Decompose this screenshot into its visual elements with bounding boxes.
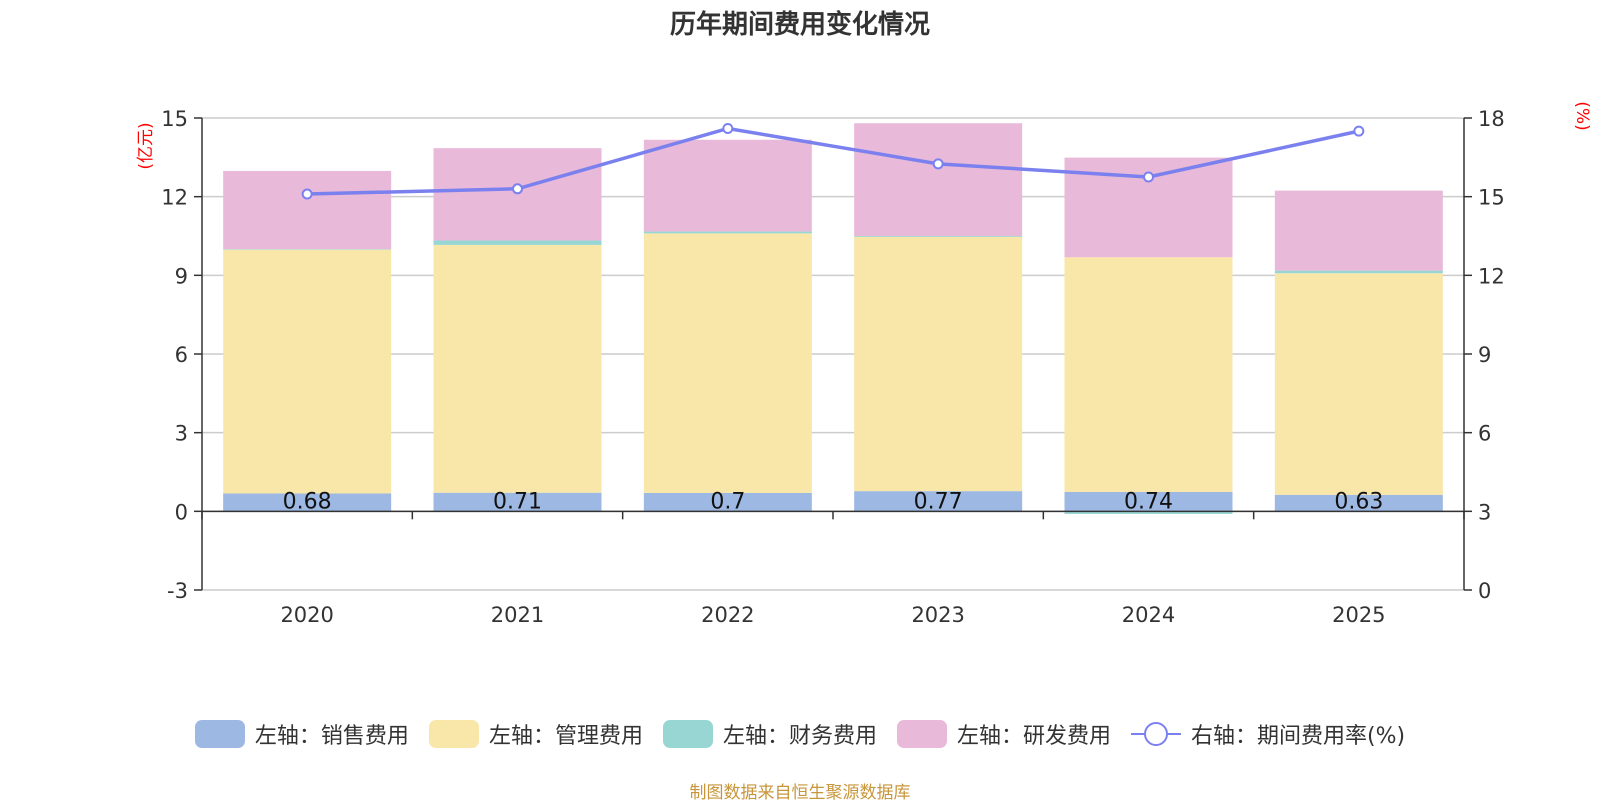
- bar-管理费用-2022: [643, 233, 812, 493]
- rate-point-2022: [722, 122, 734, 134]
- rate-point-2024: [1143, 171, 1154, 183]
- right-tick-label: 6: [1478, 422, 1491, 446]
- bar-销售费用-2021: [433, 492, 602, 512]
- legend-swatch-admin: [428, 720, 479, 748]
- axes: -3 0 3 6 9 12 15 0 3 6 9 12 15 18 2020 2021 2022 2023 2024…: [161, 107, 1504, 627]
- legend-item-finance[interactable]: 左轴：财务费用: [662, 718, 877, 750]
- bar-财务费用-2024: [1064, 511, 1233, 514]
- bar-销售费用-2025: [1274, 494, 1443, 512]
- bar-管理费用-2020: [223, 249, 392, 494]
- bar-销售费用-2020: [223, 493, 392, 512]
- legend-label-rate: 右轴：期间费用率(%): [1190, 724, 1406, 749]
- rate-line: [307, 126, 1360, 196]
- bar-管理费用-2021: [433, 244, 602, 493]
- data-label-sales: 0.63: [1334, 489, 1383, 514]
- left-tick-label: 15: [161, 107, 188, 131]
- left-tick-label: -3: [167, 579, 188, 603]
- chart-area: -3 0 3 6 9 12 15 0 3 6 9 12 15 18 2020 2021 2022 2023 2024…: [136, 101, 1592, 627]
- data-labels: 0.68 0.71 0.7 0.77 0.74 0.63: [283, 489, 1384, 514]
- left-axis-unit: (亿元): [136, 122, 156, 169]
- right-tick-label: 0: [1478, 579, 1491, 603]
- right-tick-label: 15: [1478, 186, 1505, 210]
- bar-财务费用-2020: [223, 249, 392, 250]
- bar-财务费用-2021: [433, 240, 602, 245]
- x-tick-label: 2020: [280, 603, 333, 627]
- left-tick-label: 0: [175, 500, 188, 524]
- legend-label-sales: 左轴：销售费用: [254, 724, 409, 749]
- data-label-sales: 0.71: [493, 489, 542, 514]
- legend-line-marker-icon: [1130, 720, 1181, 748]
- legend-item-rate[interactable]: 右轴：期间费用率(%): [1130, 718, 1406, 750]
- left-tick-label: 9: [175, 264, 188, 288]
- bar-series: [223, 123, 1443, 514]
- x-tick-label: 2025: [1332, 603, 1385, 627]
- legend-item-sales[interactable]: 左轴：销售费用: [194, 718, 409, 750]
- bar-财务费用-2022: [643, 231, 812, 234]
- bar-研发费用-2022: [643, 139, 812, 232]
- bar-管理费用-2025: [1274, 273, 1443, 495]
- source-note: 制图数据来自恒生聚源数据库: [689, 783, 911, 803]
- bar-研发费用-2025: [1274, 190, 1443, 271]
- legend-item-rnd[interactable]: 左轴：研发费用: [896, 718, 1111, 750]
- left-tick-label: 3: [175, 422, 188, 446]
- right-tick-label: 9: [1478, 343, 1491, 367]
- legend-label-admin: 左轴：管理费用: [488, 724, 643, 749]
- rate-line-series: [301, 122, 1365, 200]
- bar-研发费用-2020: [223, 170, 392, 250]
- x-tick-label: 2024: [1122, 603, 1175, 627]
- legend-swatch-sales: [194, 720, 245, 748]
- rate-point-2020: [301, 188, 313, 200]
- legend-swatch-rnd: [896, 720, 947, 748]
- rate-point-2021: [512, 183, 523, 195]
- legend-label-finance: 左轴：财务费用: [722, 724, 877, 749]
- legend: 左轴：销售费用 左轴：管理费用 左轴：财务费用 左轴：研发费用 右轴：期间费用率…: [0, 718, 1600, 750]
- rate-point-2025: [1353, 125, 1365, 137]
- right-tick-label: 18: [1478, 107, 1505, 131]
- bar-销售费用-2022: [643, 492, 812, 512]
- left-tick-label: 12: [161, 186, 188, 210]
- left-tick-label: 6: [175, 343, 188, 367]
- bar-财务费用-2023: [854, 236, 1023, 237]
- legend-swatch-finance: [662, 720, 713, 748]
- data-label-sales: 0.68: [283, 489, 332, 514]
- legend-label-rnd: 左轴：研发费用: [956, 724, 1111, 749]
- right-tick-label: 12: [1478, 264, 1505, 288]
- data-label-sales: 0.7: [710, 489, 745, 514]
- rate-point-2023: [932, 158, 944, 170]
- bar-管理费用-2024: [1064, 257, 1233, 492]
- bar-研发费用-2021: [433, 148, 602, 241]
- chart-title: 历年期间费用变化情况: [669, 10, 930, 40]
- x-tick-label: 2021: [491, 603, 544, 627]
- bar-管理费用-2023: [854, 236, 1023, 492]
- right-axis-unit: (%): [1572, 101, 1592, 130]
- x-tick-label: 2022: [701, 603, 754, 627]
- right-tick-label: 3: [1478, 500, 1491, 524]
- bar-销售费用-2024: [1064, 491, 1233, 512]
- data-label-sales: 0.74: [1124, 489, 1173, 514]
- data-label-sales: 0.77: [914, 489, 963, 514]
- bar-财务费用-2025: [1274, 270, 1443, 274]
- bar-研发费用-2023: [854, 123, 1023, 236]
- bar-销售费用-2023: [854, 491, 1023, 512]
- x-tick-label: 2023: [911, 603, 964, 627]
- legend-item-admin[interactable]: 左轴：管理费用: [428, 718, 643, 750]
